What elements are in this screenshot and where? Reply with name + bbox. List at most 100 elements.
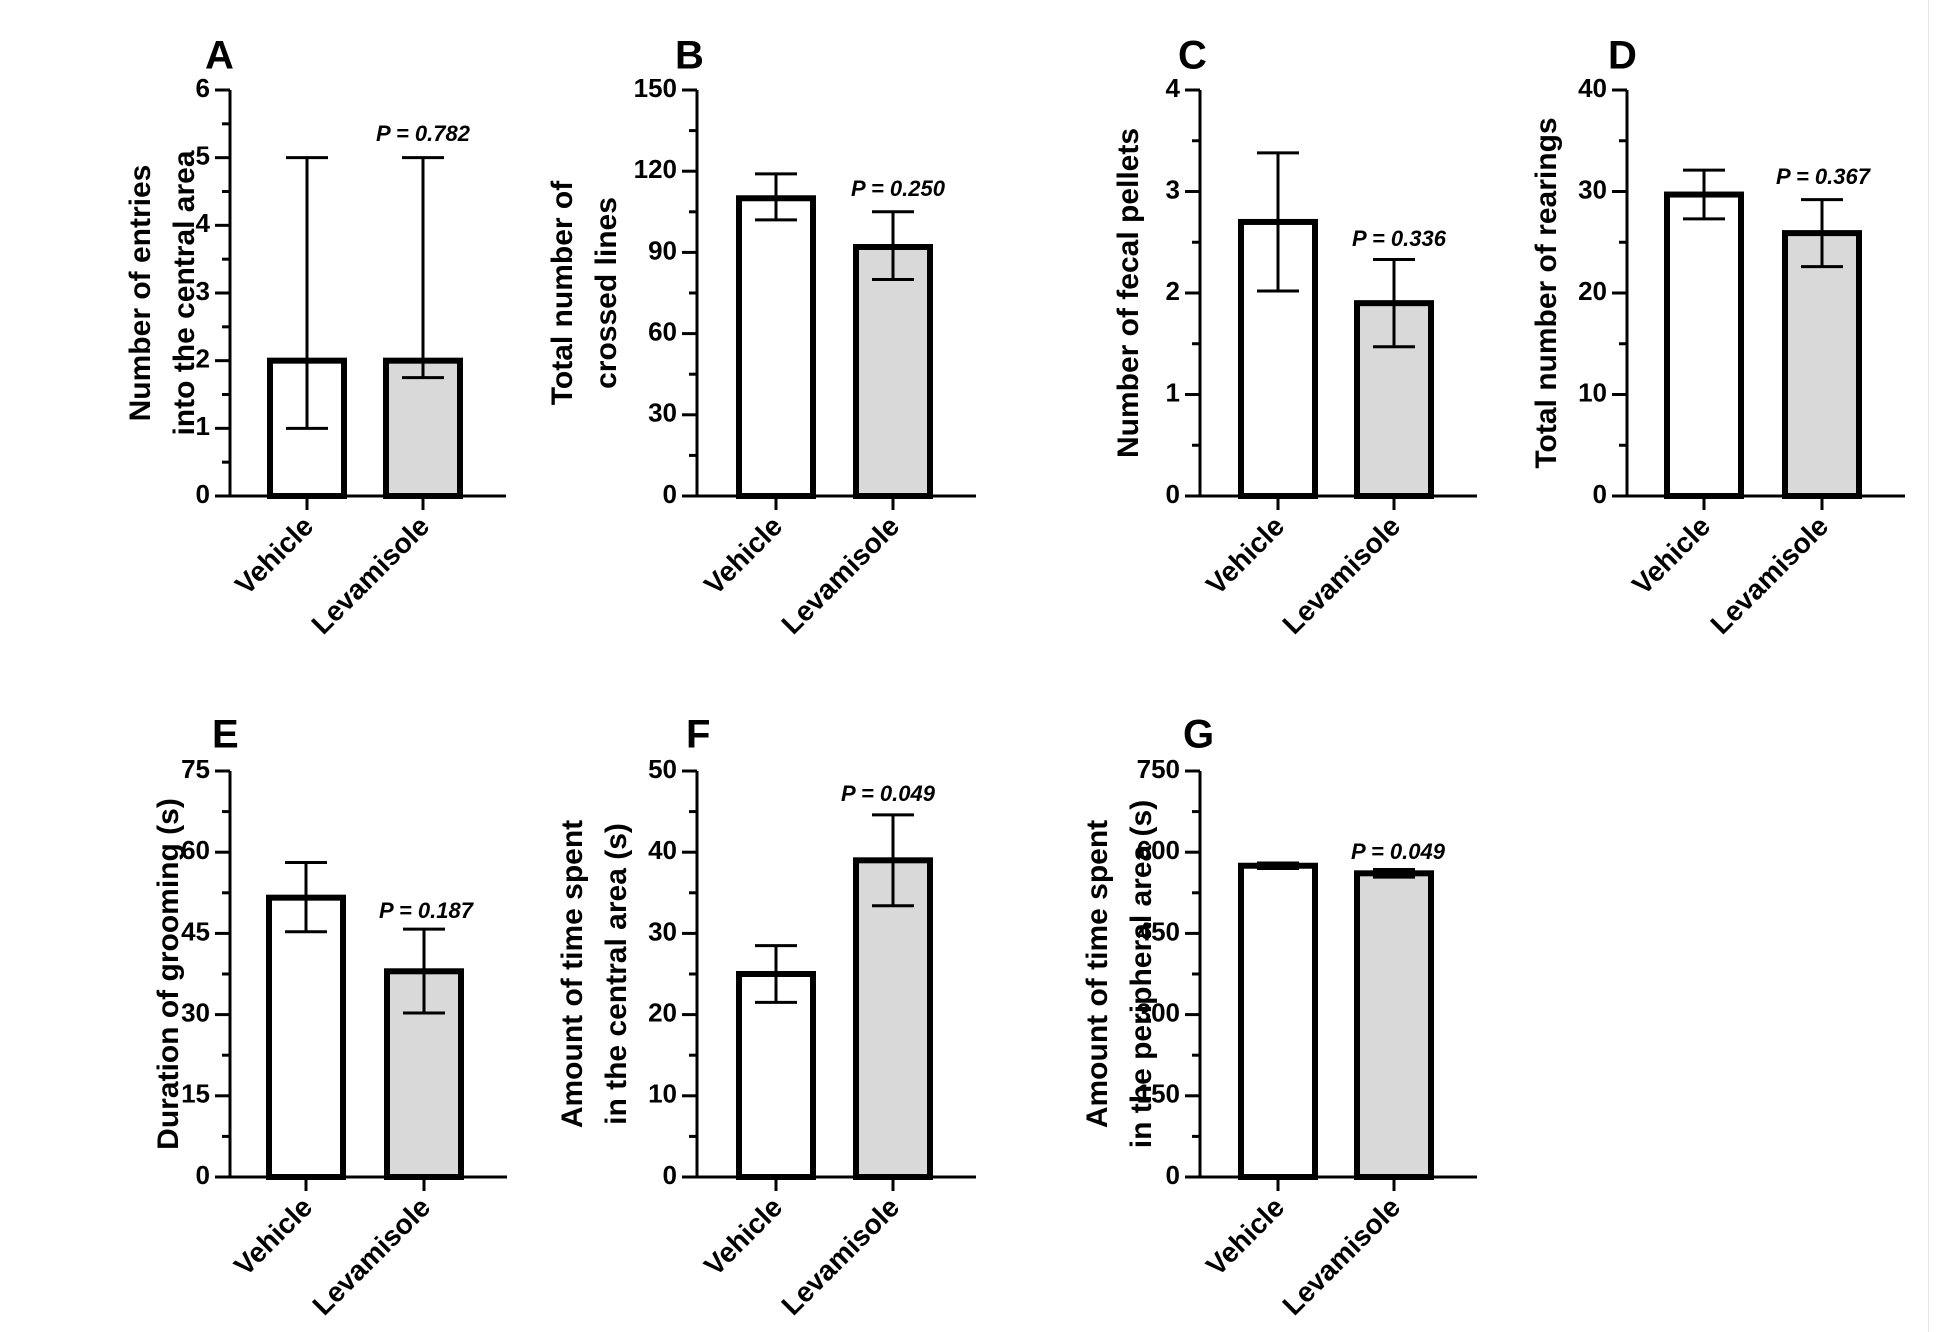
p-value-label: P = 0.049	[841, 781, 936, 806]
y-axis-label: Number of entries into the central area	[124, 150, 201, 435]
x-tick-label-vehicle: Vehicle	[228, 1191, 318, 1281]
bar-vehicle	[736, 195, 816, 499]
x-tick-label-levamisole: Levamisole	[305, 510, 435, 640]
y-axis-label-line: Amount of time spent	[556, 820, 589, 1128]
y-tick-label: 0	[1166, 479, 1180, 509]
y-axis-label: Amount of time spent in the peripheral ar…	[1081, 800, 1158, 1148]
panel-g: G Amount of time spent in the peripheral a…	[1081, 713, 1477, 1321]
p-value-label: P = 0.336	[1352, 226, 1447, 251]
y-tick-label: 10	[648, 1079, 677, 1109]
x-tick-label-vehicle: Vehicle	[698, 1191, 788, 1281]
bar-levamisole	[853, 243, 933, 499]
x-tick-label-levamisole: Levamisole	[775, 1191, 905, 1321]
panel-d: D Total number of rearings 0 10 20 30 40 Vehicl…	[1530, 34, 1905, 640]
p-value-label: P = 0.782	[376, 121, 471, 146]
bar-vehicle	[266, 894, 346, 1180]
y-tick-label: 0	[196, 1160, 210, 1190]
x-tick-label-levamisole: Levamisole	[1276, 510, 1406, 640]
y-tick-label: 3	[1166, 174, 1180, 204]
panel-a: A Number of entries into the central area 0…	[124, 34, 506, 640]
p-value-label: P = 0.187	[379, 898, 475, 923]
panel-letter: A	[205, 34, 234, 78]
y-tick-label: 1	[1166, 377, 1180, 407]
panel-f: F Amount of time spent in the central area…	[556, 713, 976, 1321]
y-tick-label: 600	[1137, 835, 1180, 865]
y-axis-label: Duration of grooming (s)	[152, 798, 185, 1150]
panel-letter: E	[212, 713, 239, 757]
panel-b: B Total number of crossed lines 0 30 60 90 120 1…	[546, 34, 976, 640]
y-tick-label: 60	[181, 835, 210, 865]
y-tick-label: 10	[1578, 377, 1607, 407]
panel-letter: D	[1608, 34, 1637, 78]
y-axis-label-line: into the central area	[168, 150, 201, 435]
y-axis-label: Total number of rearings	[1530, 117, 1563, 468]
panel-letter: F	[686, 713, 710, 757]
y-axis-label-line: Number of entries	[124, 165, 157, 422]
panel-e: E Duration of grooming (s) 0 15 30 45 60 75 Vehi…	[152, 713, 507, 1321]
y-tick-label: 0	[1166, 1160, 1180, 1190]
y-tick-label: 6	[196, 73, 210, 103]
y-tick-label: 2	[196, 344, 210, 374]
x-tick-label-levamisole: Levamisole	[306, 1191, 436, 1321]
x-tick-label-vehicle: Vehicle	[698, 510, 788, 600]
y-axis-label-line: in the central area (s)	[600, 823, 633, 1125]
y-tick-label: 5	[196, 141, 210, 171]
y-tick-label: 450	[1137, 916, 1180, 946]
y-tick-label: 40	[648, 835, 677, 865]
p-value-label: P = 0.250	[851, 176, 946, 201]
right-edge-divider	[1928, 0, 1929, 1332]
panel-letter: C	[1178, 34, 1207, 78]
y-tick-label: 40	[1578, 73, 1607, 103]
y-tick-label: 30	[648, 916, 677, 946]
y-tick-label: 30	[1578, 174, 1607, 204]
y-tick-label: 0	[663, 1160, 677, 1190]
bar-vehicle	[736, 971, 816, 1180]
bar-vehicle	[1238, 862, 1318, 1180]
y-tick-label: 15	[181, 1079, 210, 1109]
y-tick-label: 300	[1137, 997, 1180, 1027]
y-tick-label: 150	[634, 73, 677, 103]
y-tick-label: 30	[181, 997, 210, 1027]
y-tick-label: 90	[648, 235, 677, 265]
y-tick-label: 0	[196, 479, 210, 509]
panel-c: C Number of fecal pellets 0 1 2 3 4 VehicleLeva…	[1112, 34, 1477, 640]
y-tick-label: 150	[1137, 1079, 1180, 1109]
y-tick-label: 20	[1578, 276, 1607, 306]
bar-vehicle	[1664, 191, 1744, 499]
y-tick-label: 45	[181, 916, 210, 946]
y-tick-label: 1	[196, 411, 210, 441]
panel-letter: G	[1183, 713, 1214, 757]
x-tick-label-vehicle: Vehicle	[1200, 1191, 1290, 1281]
y-axis-label-line: crossed lines	[590, 197, 623, 389]
y-tick-label: 60	[648, 316, 677, 346]
y-axis-label: Total number of crossed lines	[546, 180, 623, 405]
y-tick-label: 3	[196, 276, 210, 306]
panel-letter: B	[675, 34, 704, 78]
y-axis-label-line: Amount of time spent	[1081, 820, 1114, 1128]
y-tick-label: 2	[1166, 276, 1180, 306]
y-tick-label: 30	[648, 398, 677, 428]
y-tick-label: 750	[1137, 754, 1180, 784]
y-axis-label: Number of fecal pellets	[1112, 128, 1145, 458]
bar-levamisole	[853, 857, 933, 1180]
y-tick-label: 0	[1593, 479, 1607, 509]
y-tick-label: 4	[196, 208, 211, 238]
x-tick-label-vehicle: Vehicle	[229, 510, 319, 600]
y-tick-label: 4	[1166, 73, 1181, 103]
y-tick-label: 0	[663, 479, 677, 509]
x-tick-label-levamisole: Levamisole	[775, 510, 905, 640]
y-axis-label-line: Total number of	[546, 180, 579, 405]
y-tick-label: 50	[648, 754, 677, 784]
x-tick-label-levamisole: Levamisole	[1276, 1191, 1406, 1321]
y-tick-label: 120	[634, 154, 677, 184]
y-axis-label-line: in the peripheral area (s)	[1125, 800, 1158, 1148]
bar-levamisole	[1354, 870, 1434, 1180]
bar-levamisole	[1782, 230, 1862, 500]
p-value-label: P = 0.049	[1351, 839, 1446, 864]
bar-levamisole	[383, 357, 463, 499]
y-axis-label-line: Duration of grooming (s)	[152, 798, 185, 1150]
y-tick-label: 75	[181, 754, 210, 784]
y-tick-label: 20	[648, 997, 677, 1027]
y-axis-label: Amount of time spent in the central area …	[556, 820, 633, 1128]
